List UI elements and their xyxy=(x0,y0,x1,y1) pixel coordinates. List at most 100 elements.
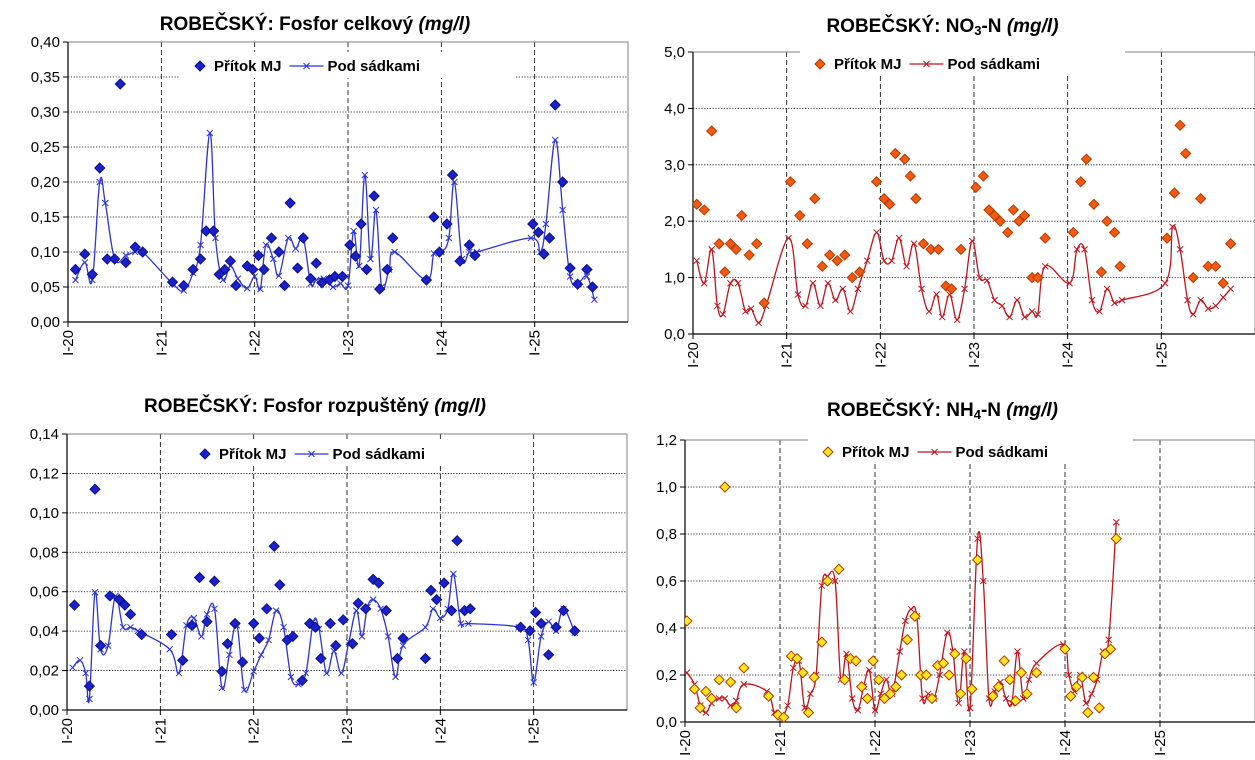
data-point-pritok-mj xyxy=(1007,204,1020,216)
line-point-marker xyxy=(350,227,357,235)
line-point-marker xyxy=(895,234,903,242)
line-point-marker xyxy=(457,620,465,627)
data-point-pritok-mj xyxy=(937,657,950,669)
line-point-marker xyxy=(392,673,399,681)
x-tick-label: I-21 xyxy=(152,718,169,744)
data-point-pritok-mj xyxy=(464,603,476,615)
legend-label-marker: Přítok MJ xyxy=(219,446,287,463)
data-point-pritok-mj xyxy=(69,263,82,276)
y-tick-label: 0,20 xyxy=(31,174,60,191)
line-point-marker xyxy=(865,666,873,674)
title-text: ROBEČSKÝ: Fosfor rozpuštěný xyxy=(143,396,435,417)
data-point-pritok-mj xyxy=(441,218,453,230)
legend-label-line: Pod sádkami xyxy=(956,444,1049,461)
data-point-pritok-mj xyxy=(1013,215,1025,227)
data-point-pritok-mj xyxy=(469,249,481,262)
line-point-marker xyxy=(250,668,258,675)
line-point-marker xyxy=(931,448,938,456)
line-point-marker xyxy=(998,302,1006,310)
line-point-marker xyxy=(399,642,407,649)
line-point-marker xyxy=(991,296,998,304)
data-point-pritok-mj xyxy=(430,593,443,606)
data-point-pritok-mj xyxy=(949,648,961,660)
data-point-pritok-mj xyxy=(108,253,121,265)
line-point-marker xyxy=(591,296,598,303)
data-point-pritok-mj xyxy=(1209,260,1222,273)
data-point-pritok-mj xyxy=(219,263,231,276)
data-point-pritok-mj xyxy=(253,632,265,644)
data-point-pritok-mj xyxy=(821,575,834,587)
line-point-marker xyxy=(1002,695,1010,702)
data-point-pritok-mj xyxy=(309,621,321,633)
line-point-marker xyxy=(955,699,962,707)
data-point-pritok-mj xyxy=(945,283,958,295)
data-point-pritok-mj xyxy=(129,241,141,253)
title-subscript: 4 xyxy=(973,407,981,422)
legend-label-line: Pod sádkami xyxy=(948,56,1041,73)
line-point-marker xyxy=(747,305,755,312)
data-point-pritok-mj xyxy=(713,238,725,250)
data-point-pritok-mj xyxy=(890,681,902,693)
data-point-pritok-mj xyxy=(86,268,98,281)
data-point-pritok-mj xyxy=(706,125,718,137)
chart-svg: 0,00 0,02 0,04 0,06 0,08 0,10 0,12 0,14 I-20 I-21… xyxy=(30,426,628,744)
data-point-pritok-mj xyxy=(987,690,999,702)
line-point-marker xyxy=(257,651,265,659)
line-point-marker xyxy=(700,279,708,287)
y-tick-label: 0,10 xyxy=(30,505,59,522)
legend-label-marker: Přítok MJ xyxy=(214,58,282,75)
data-point-pritok-mj xyxy=(368,190,380,202)
data-point-pritok-mj xyxy=(794,209,806,222)
data-point-pritok-mj xyxy=(895,669,908,681)
data-point-pritok-mj xyxy=(297,232,309,244)
line-point-marker xyxy=(175,669,183,677)
data-layer xyxy=(69,78,599,303)
data-point-pritok-mj xyxy=(296,674,308,687)
data-point-pritok-mj xyxy=(824,249,836,261)
line-point-marker xyxy=(907,605,915,613)
line-point-marker xyxy=(818,582,826,590)
data-point-pritok-mj xyxy=(303,617,316,630)
line-point-marker xyxy=(566,273,574,280)
line-point-marker xyxy=(338,669,345,677)
data-point-pritok-mj xyxy=(420,274,433,286)
line-point-marker xyxy=(713,302,721,310)
line-point-marker xyxy=(1065,671,1073,679)
data-point-pritok-mj xyxy=(68,599,81,611)
line-point-marker xyxy=(1025,676,1033,684)
data-point-pritok-mj xyxy=(360,263,373,276)
y-tick-label: 0,35 xyxy=(31,69,60,86)
data-point-pritok-mj xyxy=(1076,671,1088,684)
x-tick-label: I-23 xyxy=(966,342,983,368)
line-point-marker xyxy=(211,605,218,613)
line-point-marker xyxy=(896,648,904,655)
data-point-pritok-mj xyxy=(1015,666,1028,679)
x-tick-label: I-22 xyxy=(867,730,884,756)
data-point-pritok-mj xyxy=(1088,198,1100,210)
y-tick-label: 3,0 xyxy=(664,157,685,174)
data-point-pritok-mj xyxy=(743,249,755,261)
line-point-marker xyxy=(269,255,277,263)
data-point-pritok-mj xyxy=(1093,702,1105,714)
data-point-pritok-mj xyxy=(1018,209,1031,222)
line-point-marker xyxy=(925,308,933,315)
data-point-pritok-mj xyxy=(955,243,967,256)
data-point-pritok-mj xyxy=(463,239,476,251)
data-point-pritok-mj xyxy=(165,628,178,641)
data-point-pritok-mj xyxy=(838,673,851,686)
data-point-pritok-mj xyxy=(346,638,359,650)
y-tick-label: 0,05 xyxy=(31,279,60,296)
data-point-pritok-mj xyxy=(713,673,725,686)
data-point-pritok-mj xyxy=(724,238,737,250)
legend-background xyxy=(180,52,515,78)
line-point-marker xyxy=(464,620,472,627)
data-point-pritok-mj xyxy=(380,604,392,617)
x-tick-label: I-22 xyxy=(872,342,889,368)
data-point-pritok-mj xyxy=(236,656,249,668)
chart-panel-4: ROBEČSKÝ: NH4-N (mg/l) 0,0 0,2 0,4 0,6 0,8 1,0… xyxy=(630,380,1255,760)
line-point-marker xyxy=(1169,223,1176,231)
data-point-pritok-mj xyxy=(186,619,198,632)
line-point-marker xyxy=(1118,296,1126,304)
data-point-pritok-mj xyxy=(224,255,237,267)
data-point-pritok-mj xyxy=(445,604,458,617)
